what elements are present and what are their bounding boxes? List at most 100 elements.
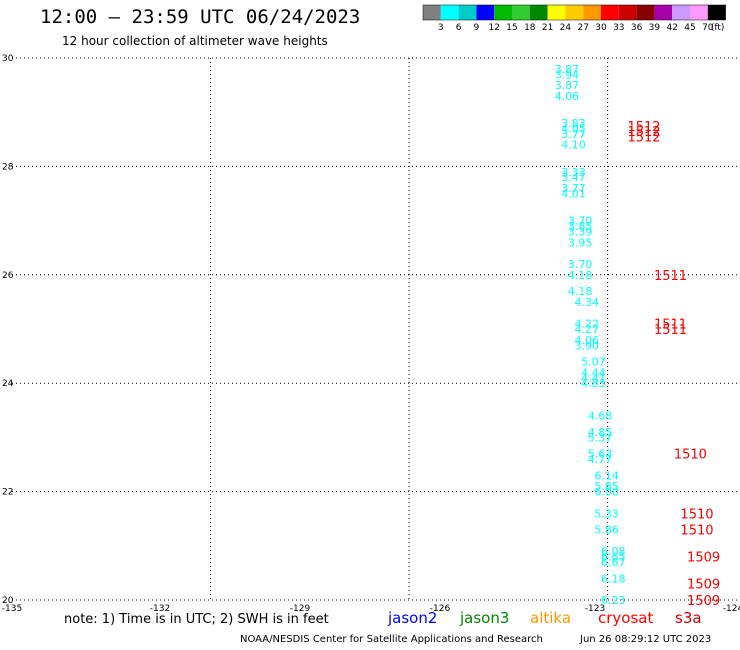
colorbar-swatch (672, 5, 690, 20)
colorbar-swatch (547, 5, 566, 20)
y-tick-label: 20 (2, 596, 14, 606)
swh-value: 3.70 (568, 258, 593, 271)
footer-note: note: 1) Time is in UTC; 2) SWH is in fe… (64, 612, 329, 627)
pass-time-label: 1509 (687, 578, 720, 593)
pass-time-label: 1510 (680, 507, 713, 522)
pass-time-label: 1511 (654, 318, 687, 333)
colorbar-swatch (654, 5, 673, 20)
swh-value: 3.47 (561, 171, 586, 184)
colorbar-tick-label: 9 (474, 23, 480, 33)
colorbar-tick-label: 30 (595, 23, 607, 33)
swh-value: 6.18 (601, 572, 626, 585)
colorbar-swatch (636, 5, 655, 20)
swh-value: 5.63 (588, 448, 613, 461)
y-tick-label: 22 (2, 488, 13, 498)
pass-time-label: 1512 (627, 125, 660, 140)
colorbar-tick-label: 70 (702, 23, 714, 33)
pass-time-label: 1509 (687, 594, 720, 609)
colorbar-swatch (423, 5, 441, 20)
swh-value: 6.00 (594, 486, 619, 499)
colorbar-swatch (494, 5, 512, 20)
colorbar-tick-label: 33 (613, 23, 624, 33)
swh-value: 4.44 (581, 366, 606, 379)
colorbar-swatch (565, 5, 584, 20)
colorbar-unit: (ft) (711, 23, 725, 33)
swh-value: 4.34 (575, 296, 600, 309)
colorbar-swatch (440, 5, 459, 20)
colorbar-tick-label: 15 (506, 23, 517, 33)
colorbar-tick-label: 39 (649, 23, 661, 33)
x-tick-label: -126 (430, 604, 451, 614)
swh-value: 6.67 (601, 556, 626, 569)
colorbar-swatch (690, 5, 708, 20)
swh-value: 3.87 (555, 63, 580, 76)
x-tick-label: -129 (290, 604, 311, 614)
swh-value: 3.39 (568, 225, 593, 238)
swh-value: 4.10 (561, 139, 586, 152)
x-tick-label: -124 (723, 604, 740, 614)
colorbar-swatch (458, 5, 477, 20)
swh-value: 3.95 (568, 236, 593, 249)
swh-value: 4.77 (588, 453, 613, 466)
colorbar-tick-label: 18 (524, 23, 536, 33)
swh-value: 5.85 (594, 480, 619, 493)
swh-value: 5.37 (588, 431, 613, 444)
pass-time-label: 1512 (627, 120, 660, 135)
colorbar-tick-label: 42 (666, 23, 677, 33)
footer-timestamp: Jun 26 08:29:12 UTC 2023 (580, 634, 712, 645)
colorbar-swatch (476, 5, 495, 20)
swh-value: 4.05 (561, 122, 586, 135)
swh-value: 5.33 (594, 507, 619, 520)
pass-time-label: 1509 (687, 551, 720, 566)
swh-value: 4.85 (588, 426, 613, 439)
legend-item-s3a: s3a (675, 609, 702, 627)
legend-item-jason3: jason3 (460, 609, 510, 627)
pass-time-label: 1511 (654, 323, 687, 338)
swh-value: 5.86 (594, 524, 619, 537)
legend-item-cryosat: cryosat (598, 609, 654, 627)
pass-time-label: 1510 (680, 524, 713, 539)
swh-value: 4.68 (588, 410, 613, 423)
x-tick-label: -132 (150, 604, 170, 614)
pass-time-label: 1511 (654, 269, 687, 284)
colorbar-swatch (707, 5, 726, 20)
colorbar-tick-label: 21 (542, 23, 553, 33)
swh-value: 3.83 (561, 117, 586, 130)
colorbar-swatch (583, 5, 601, 20)
swh-value: 6.14 (594, 469, 619, 482)
swh-value: 6.65 (601, 551, 626, 564)
swh-value: 4.06 (555, 90, 580, 103)
colorbar-swatch (529, 5, 548, 20)
colorbar-tick-label: 3 (438, 23, 444, 33)
legend-item-jason2: jason2 (388, 609, 438, 627)
swh-value: 4.27 (575, 323, 600, 336)
colorbar-swatch (601, 5, 619, 20)
swh-value: 6.08 (601, 545, 626, 558)
swh-value: 5.07 (581, 356, 606, 369)
x-tick-label: -135 (2, 604, 22, 614)
y-tick-label: 30 (2, 54, 14, 64)
colorbar-swatch (512, 5, 530, 20)
footer-credit: NOAA/NESDIS Center for Satellite Applica… (240, 634, 543, 645)
colorbar-tick-label: 12 (488, 23, 499, 33)
swh-value: 6.23 (601, 594, 626, 607)
swh-value: 3.94 (555, 68, 580, 81)
colorbar-tick-label: 36 (631, 23, 643, 33)
y-tick-label: 24 (2, 379, 14, 389)
y-tick-label: 28 (2, 162, 14, 172)
y-tick-label: 26 (2, 271, 14, 281)
x-tick-label: -123 (585, 604, 605, 614)
swh-value: 3.33 (561, 166, 586, 179)
swh-value: 4.06 (575, 334, 600, 347)
swh-value: 3.85 (568, 220, 593, 233)
swh-value: 3.77 (561, 182, 586, 195)
pass-time-label: 1510 (674, 448, 707, 463)
swh-value: 4.22 (575, 318, 600, 331)
swh-value: 3.87 (555, 79, 580, 92)
swh-value: 4.18 (568, 285, 593, 298)
swh-value: 4.18 (568, 269, 593, 282)
colorbar-swatch (618, 5, 637, 20)
colorbar-tick-label: 24 (560, 23, 572, 33)
colorbar-tick-label: 45 (684, 23, 695, 33)
